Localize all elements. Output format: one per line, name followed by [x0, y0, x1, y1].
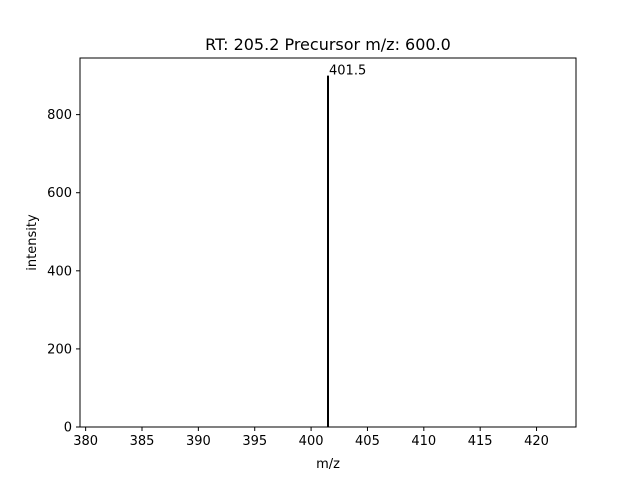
chart-title: RT: 205.2 Precursor m/z: 600.0: [205, 35, 451, 54]
x-tick-label: 390: [186, 434, 211, 449]
y-tick-label: 0: [64, 421, 72, 436]
x-tick-label: 405: [355, 434, 380, 449]
x-tick-label: 385: [130, 434, 155, 449]
plot-frame: [79, 57, 577, 428]
plot-area: 380 385 390 395 400 405 410 415 420 0 200 400 600 800…: [47, 64, 549, 449]
y-axis-label: intensity: [25, 214, 40, 271]
y-tick-label: 600: [47, 186, 72, 201]
x-tick-label: 395: [242, 434, 267, 449]
y-tick-label: 200: [47, 342, 72, 357]
x-tick-label: 380: [73, 434, 98, 449]
peak-label: 401.5: [329, 64, 366, 79]
x-tick-label: 420: [524, 434, 549, 449]
x-tick-label: 410: [411, 434, 436, 449]
y-tick-label: 800: [47, 108, 72, 123]
x-axis-label: m/z: [316, 457, 340, 472]
x-tick-label: 400: [299, 434, 324, 449]
x-tick-label: 415: [468, 434, 493, 449]
y-tick-label: 400: [47, 264, 72, 279]
